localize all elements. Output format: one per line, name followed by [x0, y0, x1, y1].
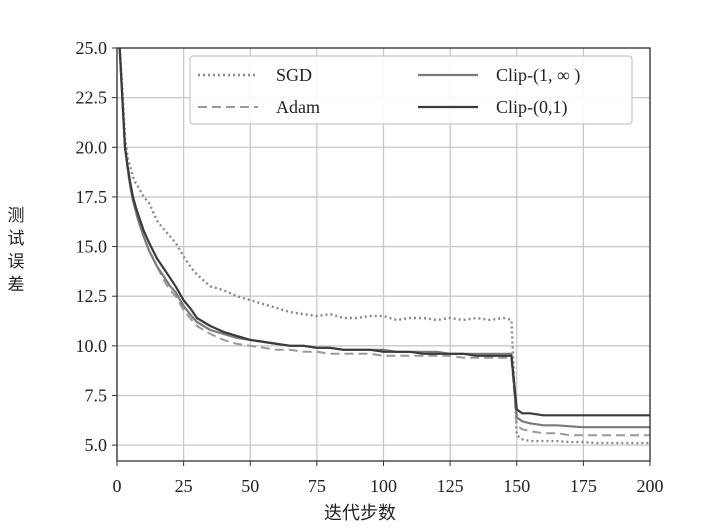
- legend-label-2: Clip-(1, ∞ ): [496, 65, 580, 86]
- legend-box: [189, 55, 633, 125]
- y-tick-label: 15.0: [76, 237, 108, 257]
- series-line-3: [118, 47, 650, 417]
- x-tick-label: 50: [241, 476, 259, 496]
- y-tick-label: 20.0: [76, 137, 108, 157]
- legend-label-3: Clip-(0,1): [496, 97, 568, 118]
- y-axis-label-char: 试: [7, 229, 25, 249]
- x-tick-label: 200: [637, 476, 664, 496]
- y-axis-label: 测试误差: [4, 205, 28, 297]
- y-tick-label: 25.0: [76, 38, 108, 58]
- series-layer: [118, 47, 650, 445]
- x-tick-label: 100: [370, 476, 397, 496]
- x-tick-label: 175: [570, 476, 597, 496]
- y-tick-label: 12.5: [76, 286, 108, 306]
- tick-labels: 0 25 50 75 100 125 150 175 200 5.0 7.5 10.0 12.5 15.0…: [76, 38, 664, 496]
- y-axis-label-char: 差: [7, 275, 25, 295]
- y-axis-label-char: 测: [7, 206, 25, 226]
- x-axis-label: 迭代步数: [324, 503, 396, 524]
- y-tick-label: 17.5: [76, 187, 108, 207]
- x-tick-label: 150: [503, 476, 530, 496]
- legend: SGD Adam Clip-(1, ∞ ) Clip-(0,1): [189, 55, 633, 125]
- legend-label-1: Adam: [276, 97, 320, 117]
- y-tick-label: 5.0: [85, 435, 108, 455]
- y-tick-label: 10.0: [76, 336, 108, 356]
- x-tick-label: 25: [175, 476, 193, 496]
- y-tick-label: 22.5: [76, 88, 108, 108]
- x-tick-label: 75: [308, 476, 326, 496]
- y-axis-label-char: 误: [7, 252, 25, 272]
- x-tick-label: 0: [113, 476, 122, 496]
- y-tick-label: 7.5: [85, 385, 108, 405]
- x-tick-label: 125: [437, 476, 464, 496]
- legend-label-0: SGD: [276, 65, 312, 85]
